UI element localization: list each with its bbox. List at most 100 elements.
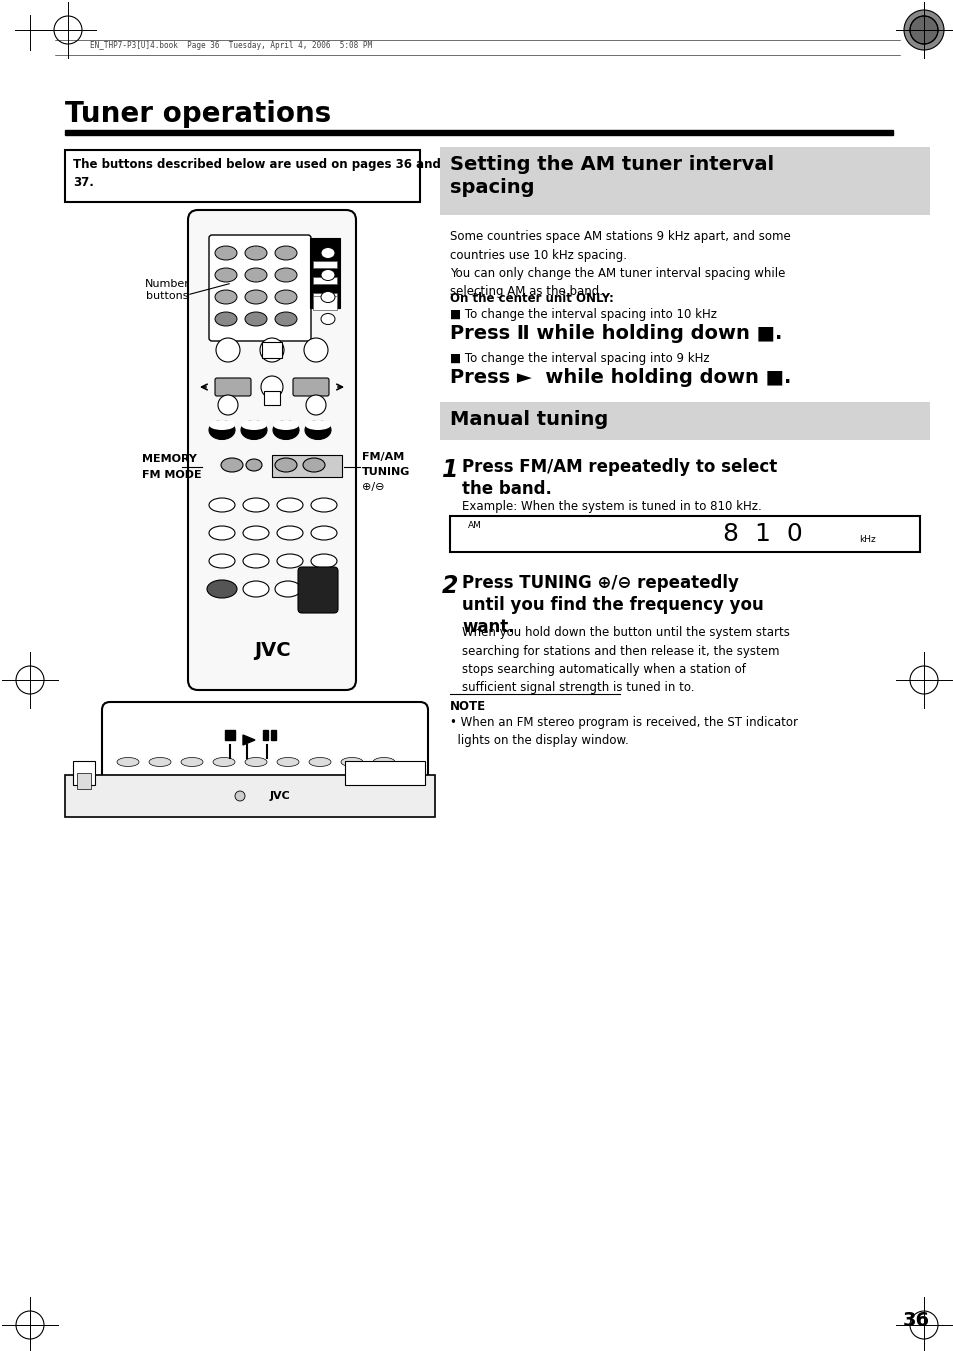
FancyBboxPatch shape bbox=[102, 703, 428, 784]
Text: Example: When the system is tuned in to 810 kHz.: Example: When the system is tuned in to … bbox=[461, 500, 760, 513]
Ellipse shape bbox=[241, 420, 267, 430]
Ellipse shape bbox=[209, 526, 234, 540]
Text: TUNING: TUNING bbox=[361, 467, 410, 477]
Bar bbox=[263, 730, 268, 740]
Text: 1: 1 bbox=[441, 458, 458, 482]
Text: JVC: JVC bbox=[253, 640, 290, 659]
Ellipse shape bbox=[320, 247, 335, 258]
Ellipse shape bbox=[274, 267, 296, 282]
Bar bbox=[272, 455, 341, 477]
Text: The buttons described below are used on pages 36 and
37.: The buttons described below are used on … bbox=[73, 158, 440, 189]
Ellipse shape bbox=[209, 499, 234, 512]
Ellipse shape bbox=[311, 526, 336, 540]
Text: AM: AM bbox=[468, 521, 481, 531]
Ellipse shape bbox=[214, 290, 236, 304]
Ellipse shape bbox=[276, 554, 303, 567]
Ellipse shape bbox=[246, 459, 262, 471]
Ellipse shape bbox=[274, 246, 296, 259]
Ellipse shape bbox=[340, 758, 363, 766]
Ellipse shape bbox=[149, 758, 171, 766]
Bar bbox=[218, 426, 226, 430]
Text: Tuner operations: Tuner operations bbox=[65, 100, 331, 128]
FancyBboxPatch shape bbox=[188, 209, 355, 690]
Ellipse shape bbox=[309, 758, 331, 766]
Ellipse shape bbox=[213, 758, 234, 766]
Ellipse shape bbox=[209, 420, 234, 430]
Bar bbox=[282, 426, 290, 430]
Circle shape bbox=[304, 338, 328, 362]
FancyBboxPatch shape bbox=[209, 235, 311, 340]
Text: ■ To change the interval spacing into 9 kHz: ■ To change the interval spacing into 9 … bbox=[450, 353, 709, 365]
Ellipse shape bbox=[311, 499, 336, 512]
Polygon shape bbox=[243, 735, 254, 744]
Ellipse shape bbox=[274, 458, 296, 471]
Text: NOTE: NOTE bbox=[450, 700, 486, 713]
Text: kHz: kHz bbox=[858, 535, 875, 544]
Ellipse shape bbox=[214, 246, 236, 259]
Ellipse shape bbox=[276, 758, 298, 766]
Ellipse shape bbox=[243, 554, 269, 567]
Text: Press Ⅱ while holding down ■.: Press Ⅱ while holding down ■. bbox=[450, 324, 781, 343]
Ellipse shape bbox=[320, 292, 335, 303]
Text: ■ To change the interval spacing into 10 kHz: ■ To change the interval spacing into 10… bbox=[450, 308, 717, 322]
Ellipse shape bbox=[273, 420, 298, 439]
Bar bbox=[271, 730, 275, 740]
Bar bbox=[73, 761, 95, 785]
Bar bbox=[225, 730, 234, 740]
Ellipse shape bbox=[245, 758, 267, 766]
Text: 2: 2 bbox=[441, 574, 458, 598]
Circle shape bbox=[234, 790, 245, 801]
Ellipse shape bbox=[320, 269, 335, 281]
Ellipse shape bbox=[305, 420, 331, 439]
Text: 36: 36 bbox=[902, 1310, 928, 1329]
Bar bbox=[345, 761, 424, 785]
Ellipse shape bbox=[243, 581, 269, 597]
Circle shape bbox=[260, 338, 284, 362]
Ellipse shape bbox=[214, 312, 236, 326]
Ellipse shape bbox=[221, 458, 243, 471]
Ellipse shape bbox=[305, 420, 331, 430]
Ellipse shape bbox=[241, 420, 267, 439]
Text: JVC: JVC bbox=[270, 790, 290, 801]
Text: FM/AM: FM/AM bbox=[361, 453, 404, 462]
Ellipse shape bbox=[303, 458, 325, 471]
Circle shape bbox=[218, 394, 237, 415]
Bar bbox=[310, 238, 339, 308]
Text: ⊕/⊖: ⊕/⊖ bbox=[361, 482, 384, 492]
Ellipse shape bbox=[276, 526, 303, 540]
Bar bbox=[450, 516, 919, 553]
Text: Number
buttons: Number buttons bbox=[145, 278, 190, 301]
Ellipse shape bbox=[243, 526, 269, 540]
Bar bbox=[313, 261, 336, 267]
Ellipse shape bbox=[209, 420, 234, 439]
Bar bbox=[65, 775, 435, 817]
Ellipse shape bbox=[274, 581, 301, 597]
Bar bbox=[439, 403, 929, 440]
Text: EN_THP7-P3[U]4.book  Page 36  Tuesday, April 4, 2006  5:08 PM: EN_THP7-P3[U]4.book Page 36 Tuesday, Apr… bbox=[90, 42, 372, 50]
Bar bbox=[65, 150, 419, 203]
Ellipse shape bbox=[245, 312, 267, 326]
Ellipse shape bbox=[373, 758, 395, 766]
Ellipse shape bbox=[181, 758, 203, 766]
Bar bbox=[250, 426, 257, 430]
Text: Press FM/AM repeatedly to select
the band.: Press FM/AM repeatedly to select the ban… bbox=[461, 458, 777, 499]
Circle shape bbox=[306, 394, 326, 415]
Bar bbox=[313, 296, 336, 309]
Ellipse shape bbox=[243, 499, 269, 512]
Ellipse shape bbox=[274, 312, 296, 326]
Bar bbox=[313, 293, 336, 300]
FancyBboxPatch shape bbox=[297, 567, 337, 613]
Bar bbox=[262, 342, 282, 358]
Ellipse shape bbox=[117, 758, 139, 766]
FancyBboxPatch shape bbox=[293, 378, 329, 396]
Ellipse shape bbox=[274, 290, 296, 304]
Circle shape bbox=[903, 9, 943, 50]
FancyBboxPatch shape bbox=[214, 378, 251, 396]
Text: Press TUNING ⊕/⊖ repeatedly
until you find the frequency you
want.: Press TUNING ⊕/⊖ repeatedly until you fi… bbox=[461, 574, 763, 636]
Text: Press ►  while holding down ■.: Press ► while holding down ■. bbox=[450, 367, 791, 386]
Ellipse shape bbox=[214, 267, 236, 282]
Circle shape bbox=[909, 16, 937, 45]
Ellipse shape bbox=[245, 267, 267, 282]
Ellipse shape bbox=[320, 313, 335, 324]
Bar bbox=[65, 130, 892, 135]
